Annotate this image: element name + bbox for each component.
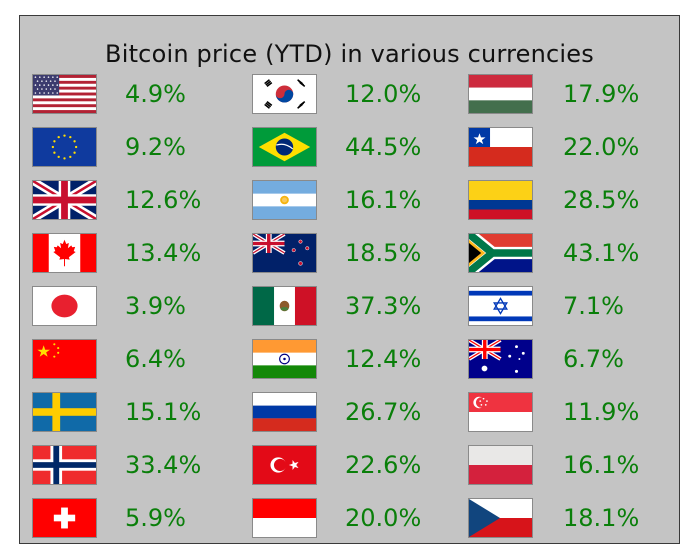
value-united-kingdom: 12.6% — [125, 186, 202, 214]
singapore-flag-icon — [468, 392, 533, 432]
eu-flag-icon — [32, 127, 97, 167]
value-japan: 3.9% — [125, 292, 186, 320]
norway-flag-icon — [32, 445, 97, 485]
us-flag-icon — [32, 74, 97, 114]
chart-panel: Bitcoin price (YTD) in various currencie… — [19, 15, 680, 544]
value-mexico: 37.3% — [345, 292, 422, 320]
value-chile: 22.0% — [563, 133, 640, 161]
value-india: 12.4% — [345, 345, 422, 373]
mexico-flag-icon — [252, 286, 317, 326]
value-china: 6.4% — [125, 345, 186, 373]
chart-title: Bitcoin price (YTD) in various currencie… — [105, 40, 594, 68]
value-south-korea: 12.0% — [345, 80, 422, 108]
czech-flag-icon — [468, 498, 533, 538]
japan-flag-icon — [32, 286, 97, 326]
hungary-flag-icon — [468, 74, 533, 114]
uk-flag-icon — [32, 180, 97, 220]
value-turkey: 22.6% — [345, 451, 422, 479]
value-israel: 7.1% — [563, 292, 624, 320]
value-norway: 33.4% — [125, 451, 202, 479]
china-flag-icon — [32, 339, 97, 379]
india-flag-icon — [252, 339, 317, 379]
value-brazil: 44.5% — [345, 133, 422, 161]
value-russia: 26.7% — [345, 398, 422, 426]
israel-flag-icon — [468, 286, 533, 326]
brazil-flag-icon — [252, 127, 317, 167]
australia-flag-icon — [468, 339, 533, 379]
south-africa-flag-icon — [468, 233, 533, 273]
value-new-zealand: 18.5% — [345, 239, 422, 267]
turkey-flag-icon — [252, 445, 317, 485]
russia-flag-icon — [252, 392, 317, 432]
sweden-flag-icon — [32, 392, 97, 432]
value-indonesia: 20.0% — [345, 504, 422, 532]
canada-flag-icon — [32, 233, 97, 273]
switzerland-flag-icon — [32, 498, 97, 538]
poland-flag-icon — [468, 445, 533, 485]
value-south-africa: 43.1% — [563, 239, 640, 267]
value-singapore: 11.9% — [563, 398, 640, 426]
value-australia: 6.7% — [563, 345, 624, 373]
value-argentina: 16.1% — [345, 186, 422, 214]
value-canada: 13.4% — [125, 239, 202, 267]
chile-flag-icon — [468, 127, 533, 167]
colombia-flag-icon — [468, 180, 533, 220]
value-sweden: 15.1% — [125, 398, 202, 426]
value-hungary: 17.9% — [563, 80, 640, 108]
south-korea-flag-icon — [252, 74, 317, 114]
indonesia-flag-icon — [252, 498, 317, 538]
value-poland: 16.1% — [563, 451, 640, 479]
value-european-union: 9.2% — [125, 133, 186, 161]
argentina-flag-icon — [252, 180, 317, 220]
value-switzerland: 5.9% — [125, 504, 186, 532]
value-colombia: 28.5% — [563, 186, 640, 214]
value-czech-republic: 18.1% — [563, 504, 640, 532]
value-united-states: 4.9% — [125, 80, 186, 108]
new-zealand-flag-icon — [252, 233, 317, 273]
